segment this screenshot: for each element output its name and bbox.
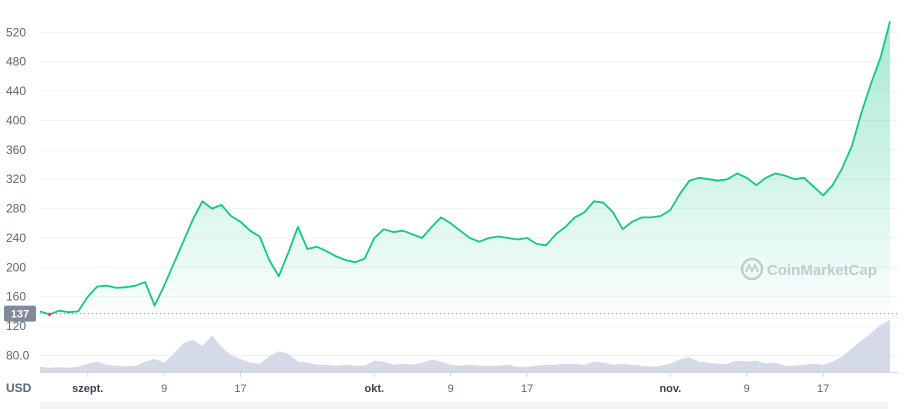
currency-label: USD — [6, 381, 32, 395]
coinmarketcap-logo-icon — [740, 257, 764, 281]
y-tick-label: 520 — [6, 25, 26, 39]
reference-badge-bg — [4, 305, 36, 322]
coinmarketcap-watermark: CoinMarketCap — [740, 257, 877, 281]
coinmarketcap-logo-wave — [745, 262, 759, 274]
price-area-path — [40, 21, 890, 315]
x-tick-label: nov. — [659, 383, 681, 395]
y-tick-label: 120 — [6, 319, 26, 333]
x-tick-label: 17 — [521, 383, 533, 395]
x-tick-label: 9 — [744, 383, 750, 395]
y-tick-label: 320 — [6, 172, 26, 186]
range-slider-track[interactable] — [40, 402, 888, 409]
y-axis: 80.0 120 160 200 240 280 320 360 400 440 480 520 — [6, 25, 30, 362]
x-tick-label: szept. — [72, 383, 103, 395]
price-line-path — [39, 21, 891, 316]
price-area — [40, 21, 890, 315]
y-tick-label: 440 — [6, 84, 26, 98]
volume-area-path — [40, 320, 890, 372]
y-tick-label: 480 — [6, 55, 26, 69]
y-tick-label: 400 — [6, 113, 26, 127]
y-tick-label: 240 — [6, 231, 26, 245]
y-tick-label: 200 — [6, 260, 26, 274]
x-tick-label: 9 — [448, 383, 454, 395]
volume-area — [40, 320, 890, 372]
y-tick-label: 80.0 — [6, 349, 30, 363]
x-tick-label: okt. — [364, 383, 384, 395]
watermark-text: CoinMarketCap — [767, 262, 877, 279]
reference-badge: 137 — [4, 305, 36, 322]
x-tick-label: 17 — [817, 383, 829, 395]
y-tick-label: 280 — [6, 202, 26, 216]
x-tick-label: 17 — [234, 383, 246, 395]
reference-badge-label: 137 — [11, 309, 29, 321]
y-tick-label: 160 — [6, 290, 26, 304]
x-tick-label: 9 — [161, 383, 167, 395]
y-tick-label: 360 — [6, 143, 26, 157]
range-slider[interactable] — [40, 402, 888, 409]
